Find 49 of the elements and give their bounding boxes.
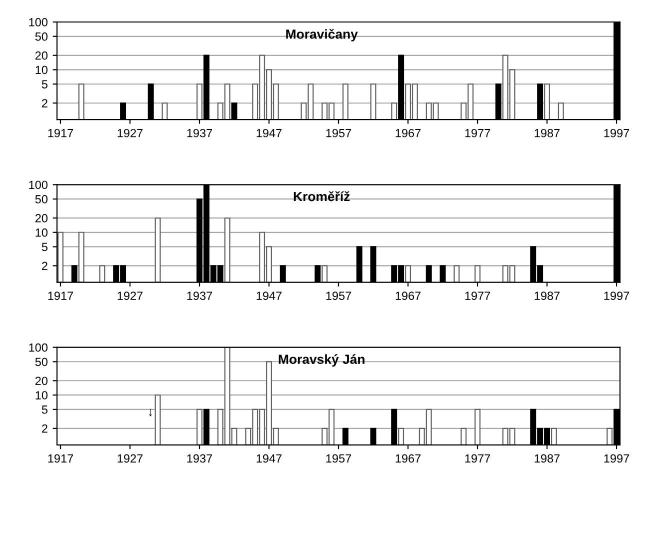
y-tick-label: 20 [35,51,48,60]
y-tick-label: 50 [35,195,48,204]
x-tick-label: 1997 [604,128,630,138]
y-tick-label: 5 [42,242,48,252]
y-tick-label: 100 [29,180,48,190]
y-tick-label: 2 [42,424,48,433]
x-tick-label: 1977 [465,454,490,463]
x-tick-label: 1987 [534,454,560,463]
x-tick-label: 1997 [604,454,630,463]
y-tick-label: 2 [42,99,48,108]
x-tick-label: 1927 [118,454,143,463]
y-tick-label: 50 [35,32,48,41]
annotation: ↓ [148,408,152,416]
x-tick-label: 1987 [534,292,560,300]
y-tick-label: 50 [35,358,48,366]
x-tick-label: 1937 [187,292,212,300]
y-tick-label: 100 [29,343,48,352]
x-tick-label: 1927 [118,292,143,300]
x-tick-label: 1947 [256,454,282,463]
x-tick-label: 1947 [256,292,282,300]
chart-title: Kroměříž [294,191,350,202]
y-tick-label: 5 [42,406,48,414]
x-tick-label: 1967 [396,128,421,138]
y-tick-label: 2 [42,262,48,270]
y-tick-label: 100 [29,18,48,26]
x-tick-label: 1957 [326,292,352,300]
x-tick-label: 1997 [604,292,630,300]
x-tick-label: 1917 [48,128,74,138]
x-tick-label: 1957 [326,128,352,138]
x-tick-label: 1917 [48,454,74,463]
x-tick-label: 1977 [465,292,490,300]
x-tick-label: 1917 [48,292,74,300]
x-tick-label: 1967 [396,454,421,463]
y-tick-label: 20 [35,376,48,386]
y-tick-label: 20 [35,214,48,222]
x-tick-label: 1987 [534,128,560,138]
y-tick-label: 10 [36,66,48,74]
chart-title: Moravský Ján [278,354,364,367]
y-tick-label: 10 [36,391,48,400]
x-tick-label: 1957 [326,454,352,463]
x-tick-label: 1927 [118,128,143,138]
y-tick-label: 10 [36,228,48,237]
x-tick-label: 1937 [187,128,212,138]
x-tick-label: 1977 [465,128,490,138]
x-tick-label: 1947 [256,128,282,138]
x-tick-label: 1937 [187,454,212,463]
chart-title: Moravičany [286,28,358,42]
x-tick-label: 1967 [396,292,421,300]
y-tick-label: 5 [42,80,48,88]
